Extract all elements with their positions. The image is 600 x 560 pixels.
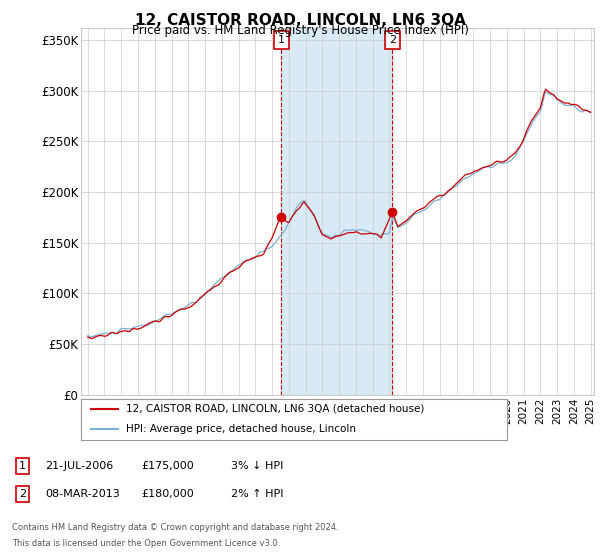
Text: £175,000: £175,000 — [141, 461, 194, 471]
Text: 12, CAISTOR ROAD, LINCOLN, LN6 3QA (detached house): 12, CAISTOR ROAD, LINCOLN, LN6 3QA (deta… — [126, 404, 424, 414]
Text: 12, CAISTOR ROAD, LINCOLN, LN6 3QA: 12, CAISTOR ROAD, LINCOLN, LN6 3QA — [134, 13, 466, 28]
Text: 21-JUL-2006: 21-JUL-2006 — [45, 461, 113, 471]
Text: 1: 1 — [278, 35, 285, 45]
Text: HPI: Average price, detached house, Lincoln: HPI: Average price, detached house, Linc… — [126, 424, 356, 435]
Text: 3% ↓ HPI: 3% ↓ HPI — [231, 461, 283, 471]
Bar — [281, 28, 392, 395]
Text: £180,000: £180,000 — [141, 489, 194, 499]
Text: 2% ↑ HPI: 2% ↑ HPI — [231, 489, 284, 499]
Text: 2: 2 — [389, 35, 396, 45]
Text: Price paid vs. HM Land Registry's House Price Index (HPI): Price paid vs. HM Land Registry's House … — [131, 24, 469, 36]
Text: This data is licensed under the Open Government Licence v3.0.: This data is licensed under the Open Gov… — [12, 539, 280, 548]
Text: 2: 2 — [19, 489, 26, 499]
Text: 1: 1 — [19, 461, 26, 471]
Text: 08-MAR-2013: 08-MAR-2013 — [45, 489, 120, 499]
Text: Contains HM Land Registry data © Crown copyright and database right 2024.: Contains HM Land Registry data © Crown c… — [12, 523, 338, 532]
